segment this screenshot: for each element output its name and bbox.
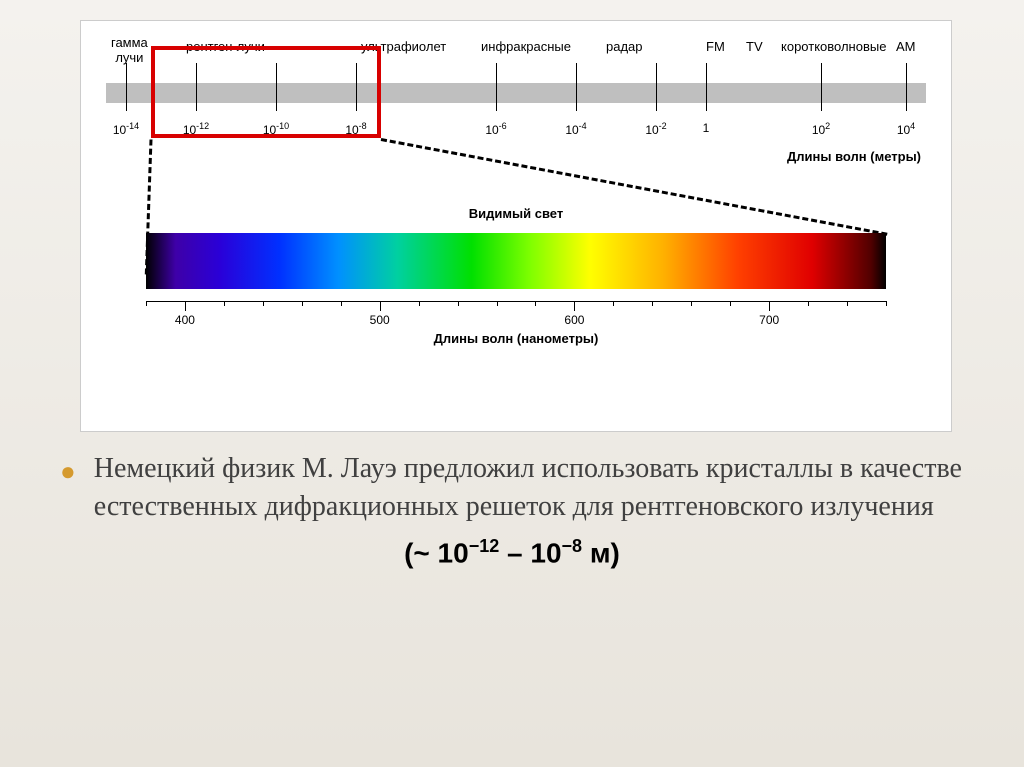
em-tick — [706, 63, 707, 111]
spectrum-figure: гаммалучирентген-лучиультрафиолетинфракр… — [80, 20, 952, 432]
em-tick-label: 10-4 — [565, 121, 586, 137]
em-tick-label: 10-14 — [113, 121, 139, 137]
visible-tick-label: 500 — [370, 313, 390, 327]
visible-tick — [769, 301, 770, 311]
formula-mid: – 10 — [499, 537, 561, 568]
em-tick — [656, 63, 657, 111]
visible-tick — [458, 301, 459, 306]
visible-tick — [535, 301, 536, 306]
bullet-item: ● Немецкий физик М. Лауэ предложил испол… — [60, 450, 964, 526]
em-tick-label: 1 — [703, 121, 710, 135]
visible-tick — [341, 301, 342, 306]
em-tick — [126, 63, 127, 111]
visible-tick — [185, 301, 186, 311]
em-top-label: инфракрасные — [481, 39, 571, 54]
em-tick — [821, 63, 822, 111]
em-tick-label: 104 — [897, 121, 915, 137]
visible-tick — [847, 301, 848, 306]
visible-tick — [886, 301, 887, 306]
em-axis-label: Длины волн (метры) — [787, 149, 921, 164]
visible-tick-label: 600 — [564, 313, 584, 327]
em-tick-label: 10-6 — [485, 121, 506, 137]
formula-exp1: −12 — [469, 536, 500, 556]
em-top-label: коротковолновые — [781, 39, 886, 54]
bullet-icon: ● — [60, 454, 76, 526]
em-top-label: TV — [746, 39, 763, 54]
visible-tick-label: 700 — [759, 313, 779, 327]
em-top-label: радар — [606, 39, 643, 54]
em-top-label: FM — [706, 39, 725, 54]
body-text: ● Немецкий физик М. Лауэ предложил испол… — [60, 450, 964, 572]
visible-title: Видимый свет — [469, 206, 563, 221]
em-tick-label: 102 — [812, 121, 830, 137]
em-tick — [906, 63, 907, 111]
slide: гаммалучирентген-лучиультрафиолетинфракр… — [0, 0, 1024, 767]
em-tick — [496, 63, 497, 111]
visible-tick — [263, 301, 264, 306]
visible-tick — [574, 301, 575, 311]
formula: (~ 10−12 – 10−8 м) — [60, 534, 964, 572]
visible-tick — [652, 301, 653, 306]
visible-tick — [730, 301, 731, 306]
bullet-text: Немецкий физик М. Лауэ предложил использ… — [94, 450, 964, 526]
visible-spectrum-band — [146, 233, 886, 289]
visible-tick — [224, 301, 225, 306]
formula-suffix: м) — [582, 537, 620, 568]
visible-tick — [613, 301, 614, 306]
visible-tick — [419, 301, 420, 306]
formula-exp2: −8 — [562, 536, 583, 556]
xray-highlight — [151, 46, 381, 138]
visible-axis — [146, 301, 886, 302]
em-top-label: AM — [896, 39, 916, 54]
visible-tick-label: 400 — [175, 313, 195, 327]
visible-axis-label: Длины волн (нанометры) — [434, 331, 599, 346]
visible-tick — [302, 301, 303, 306]
visible-tick — [380, 301, 381, 311]
visible-tick — [146, 301, 147, 306]
em-tick — [576, 63, 577, 111]
formula-prefix: (~ 10 — [404, 537, 469, 568]
visible-tick — [808, 301, 809, 306]
em-top-label: гаммалучи — [111, 35, 148, 65]
em-tick-label: 10-2 — [645, 121, 666, 137]
visible-tick — [691, 301, 692, 306]
visible-tick — [497, 301, 498, 306]
